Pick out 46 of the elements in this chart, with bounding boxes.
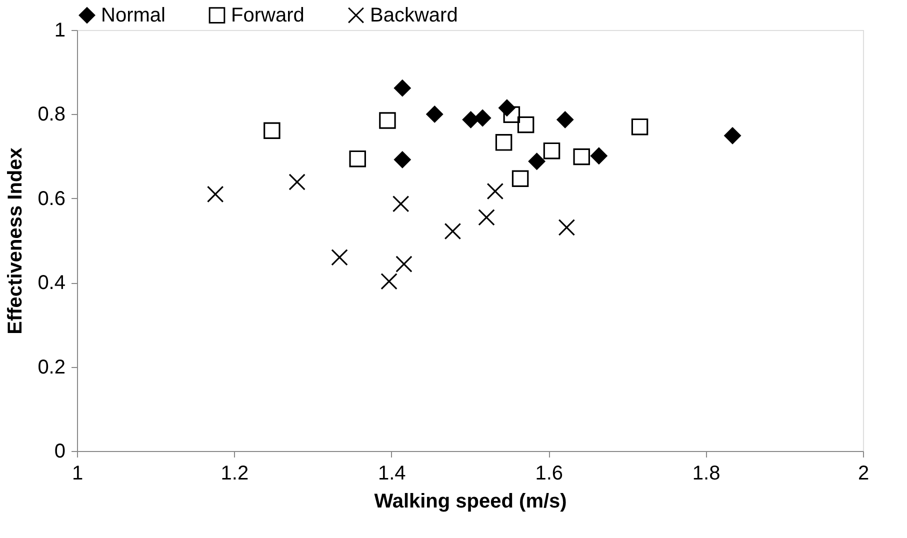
- point: [495, 134, 512, 151]
- y-tick-label: 0: [54, 440, 66, 462]
- point: [392, 195, 410, 212]
- point: [331, 248, 348, 266]
- point: [478, 208, 495, 226]
- y-tick-label: 1: [54, 20, 66, 42]
- point: [426, 106, 444, 123]
- point: [590, 147, 608, 164]
- point: [512, 170, 529, 187]
- x-tick-label: 1.6: [535, 462, 564, 484]
- point: [380, 272, 398, 290]
- point: [379, 112, 396, 129]
- y-tick-label: 0.2: [38, 356, 66, 378]
- point: [528, 152, 546, 170]
- y-tick-label: 0.8: [38, 104, 66, 126]
- y-tick-label: 0.4: [38, 272, 66, 294]
- point: [264, 122, 280, 139]
- point: [206, 186, 224, 203]
- point: [349, 150, 366, 168]
- x-tick-label: 1.4: [378, 462, 406, 484]
- x-tick-label: 1.8: [692, 462, 720, 484]
- point: [444, 222, 462, 240]
- point: [486, 182, 504, 200]
- point: [462, 111, 480, 128]
- y-tick-label: 0.6: [38, 188, 66, 210]
- y-axis-title: Effectiveness Index: [4, 148, 27, 334]
- point: [288, 174, 306, 190]
- x-tick-label: 2: [858, 462, 870, 484]
- x-tick-label: 1: [72, 462, 84, 484]
- point: [556, 111, 574, 128]
- point: [394, 80, 411, 96]
- legend-label: Normal: [101, 4, 166, 26]
- point: [503, 106, 520, 124]
- x-axis-title: Walking speed (m/s): [374, 490, 567, 512]
- point: [724, 127, 741, 144]
- point: [394, 151, 411, 168]
- point: [396, 256, 412, 272]
- x-tick-label: 1.2: [220, 462, 249, 484]
- point: [543, 142, 560, 160]
- point: [558, 219, 576, 236]
- point: [631, 118, 648, 136]
- legend-label: Backward: [370, 4, 458, 26]
- point: [517, 116, 534, 134]
- point: [474, 110, 491, 126]
- legend-label: Forward: [231, 4, 304, 26]
- point: [573, 148, 590, 166]
